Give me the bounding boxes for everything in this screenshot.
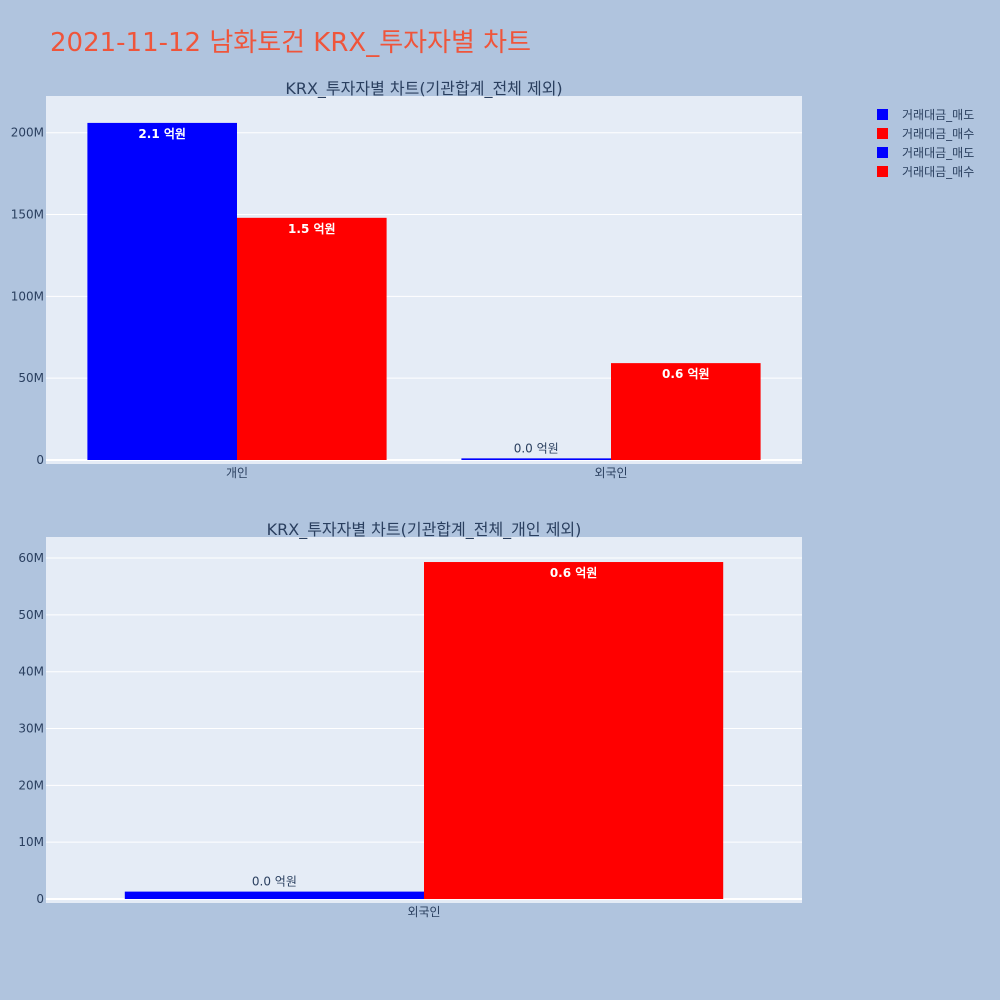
bar xyxy=(237,217,387,460)
y-tick-label: 50M xyxy=(18,608,44,622)
legend-swatch xyxy=(877,128,888,139)
y-tick-label: 20M xyxy=(18,778,44,792)
bar-value-label: 0.0 억원 xyxy=(514,441,559,455)
bar xyxy=(461,458,611,460)
bar xyxy=(611,363,761,460)
legend-label: 거래대금_매수 xyxy=(902,127,974,141)
y-tick-label: 40M xyxy=(18,665,44,679)
bar-value-label: 2.1 억원 xyxy=(138,127,186,141)
legend-swatch xyxy=(877,166,888,177)
x-tick-label: 외국인 xyxy=(407,905,440,919)
bar xyxy=(87,122,238,460)
y-tick-label: 150M xyxy=(11,208,44,222)
bar-value-label: 0.6 억원 xyxy=(662,367,710,381)
legend-label: 거래대금_매도 xyxy=(902,108,974,122)
y-tick-label: 30M xyxy=(18,722,44,736)
bar-value-label: 0.6 억원 xyxy=(550,566,598,580)
y-tick-label: 10M xyxy=(18,835,44,849)
y-tick-label: 50M xyxy=(18,371,44,385)
y-tick-label: 100M xyxy=(11,289,44,303)
subplot-title: KRX_투자자별 차트(기관합계_전체_개인 제외) xyxy=(267,520,582,540)
bar xyxy=(124,891,425,899)
y-tick-label: 60M xyxy=(18,551,44,565)
x-tick-label: 외국인 xyxy=(594,466,627,480)
legend-label: 거래대금_매수 xyxy=(902,165,974,179)
legend-swatch xyxy=(877,109,888,120)
bar xyxy=(424,562,724,899)
y-tick-label: 0 xyxy=(36,453,44,467)
legend-label: 거래대금_매도 xyxy=(902,146,974,160)
bar-value-label: 0.0 억원 xyxy=(252,875,297,889)
y-tick-label: 200M xyxy=(11,126,44,140)
legend-swatch xyxy=(877,147,888,158)
y-tick-label: 0 xyxy=(36,892,44,906)
bar-value-label: 1.5 억원 xyxy=(288,222,336,236)
subplot-title: KRX_투자자별 차트(기관합계_전체 제외) xyxy=(285,79,562,99)
page-title: 2021-11-12 남화토건 KRX_투자자별 차트 xyxy=(50,28,532,58)
x-tick-label: 개인 xyxy=(226,466,248,480)
